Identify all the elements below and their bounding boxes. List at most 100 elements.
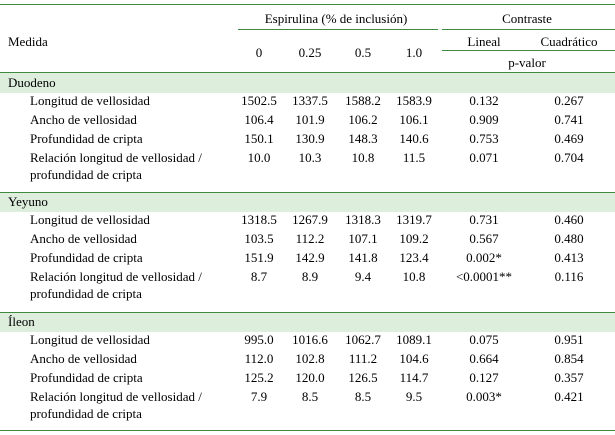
level-2-header: 0.5 — [354, 45, 372, 60]
cell-value: 107.1 — [348, 231, 378, 246]
cell-value: 142.9 — [295, 250, 325, 265]
cuadratico-pvalue: 0.704 — [554, 150, 584, 165]
row-label: Profundidad de cripta — [30, 370, 143, 385]
cell-value: 1319.7 — [396, 212, 432, 227]
cell-value: 123.4 — [399, 250, 429, 265]
level-0-header: 0 — [255, 45, 263, 60]
cell-value: 8.7 — [250, 269, 268, 284]
cell-value: 103.5 — [244, 231, 274, 246]
cell-value: 112.2 — [295, 231, 325, 246]
header-bottom-rule — [0, 72, 615, 73]
measure-header: Medida — [8, 34, 48, 49]
cell-value: 1267.9 — [292, 212, 328, 227]
section-band — [0, 192, 615, 212]
pvalue-header: p-valor — [508, 55, 546, 70]
cell-value: 104.6 — [399, 351, 429, 366]
cuadratico-pvalue: 0.951 — [554, 332, 584, 347]
row-label: Longitud de vellosidad — [30, 93, 150, 108]
row-label: Ancho de vellosidad — [30, 231, 137, 246]
cuadratico-pvalue: 0.357 — [554, 370, 584, 385]
cell-value: 9.5 — [405, 389, 423, 404]
cell-value: 141.8 — [348, 250, 378, 265]
cell-value: 8.9 — [301, 269, 319, 284]
row-label: Ancho de vellosidad — [30, 351, 137, 366]
contrast-header: Contraste — [502, 11, 552, 26]
cuadratico-pvalue: 0.741 — [554, 112, 584, 127]
cell-value: 1318.3 — [345, 212, 381, 227]
cell-value: 114.7 — [399, 370, 429, 385]
lineal-pvalue: 0.132 — [469, 93, 499, 108]
cuadratico-pvalue: 0.413 — [554, 250, 584, 265]
cell-value: 1583.9 — [396, 93, 432, 108]
lineal-pvalue: 0.567 — [469, 231, 499, 246]
cell-value: 111.2 — [348, 351, 378, 366]
cell-value: 1502.5 — [241, 93, 277, 108]
row-label: profundidad de cripta — [30, 406, 142, 421]
row-label: Relación longitud de vellosidad / — [30, 389, 202, 404]
group-header: Espirulina (% de inclusión) — [264, 11, 408, 26]
contrast-underline — [442, 29, 615, 30]
cuadratico-pvalue: 0.421 — [554, 389, 584, 404]
cuadratico-pvalue: 0.267 — [554, 93, 584, 108]
lineal-header: Lineal — [467, 34, 501, 49]
cell-value: 125.2 — [244, 370, 274, 385]
lineal-pvalue: 0.071 — [469, 150, 499, 165]
level-3-header: 1.0 — [405, 45, 423, 60]
cuadratico-pvalue: 0.854 — [554, 351, 584, 366]
contrast-subrule — [442, 50, 615, 51]
section-title: Yeyuno — [8, 194, 48, 209]
cuadratico-pvalue: 0.116 — [554, 269, 584, 284]
row-label: profundidad de cripta — [30, 286, 142, 301]
lineal-pvalue: 0.664 — [469, 351, 499, 366]
level-1-header: 0.25 — [298, 45, 322, 60]
row-label: profundidad de cripta — [30, 167, 142, 182]
row-label: Longitud de vellosidad — [30, 332, 150, 347]
cell-value: 151.9 — [244, 250, 274, 265]
cell-value: 995.0 — [244, 332, 274, 347]
lineal-pvalue: 0.753 — [469, 131, 499, 146]
lineal-pvalue: 0.731 — [469, 212, 499, 227]
cell-value: 7.9 — [250, 389, 268, 404]
cell-value: 109.2 — [399, 231, 429, 246]
cell-value: 1089.1 — [396, 332, 432, 347]
cell-value: 101.9 — [295, 112, 325, 127]
cell-value: 10.8 — [351, 150, 375, 165]
cuadratico-pvalue: 0.469 — [554, 131, 584, 146]
cell-value: 120.0 — [295, 370, 325, 385]
lineal-pvalue: 0.075 — [469, 332, 499, 347]
cell-value: 10.0 — [247, 150, 271, 165]
cell-value: 1588.2 — [345, 93, 381, 108]
cell-value: 126.5 — [348, 370, 378, 385]
section-band — [0, 73, 615, 93]
lineal-pvalue: 0.002* — [466, 250, 502, 265]
cuadratico-pvalue: 0.460 — [554, 212, 584, 227]
cell-value: 102.8 — [295, 351, 325, 366]
lineal-pvalue: <0.0001** — [455, 269, 513, 284]
cell-value: 10.3 — [298, 150, 322, 165]
top-rule — [0, 4, 615, 5]
cell-value: 130.9 — [295, 131, 325, 146]
cuadratico-header: Cuadrático — [540, 34, 598, 49]
section-rule — [0, 312, 615, 313]
cell-value: 8.5 — [354, 389, 372, 404]
cell-value: 8.5 — [301, 389, 319, 404]
cell-value: 1016.6 — [292, 332, 328, 347]
row-label: Profundidad de cripta — [30, 250, 143, 265]
cell-value: 1062.7 — [345, 332, 381, 347]
cuadratico-pvalue: 0.480 — [554, 231, 584, 246]
lineal-pvalue: 0.909 — [469, 112, 499, 127]
cell-value: 148.3 — [348, 131, 378, 146]
row-label: Longitud de vellosidad — [30, 212, 150, 227]
cell-value: 106.2 — [348, 112, 378, 127]
row-label: Ancho de vellosidad — [30, 112, 137, 127]
lineal-pvalue: 0.003* — [466, 389, 502, 404]
row-label: Relación longitud de vellosidad / — [30, 269, 202, 284]
row-label: Profundidad de cripta — [30, 131, 143, 146]
cell-value: 150.1 — [244, 131, 274, 146]
lineal-pvalue: 0.127 — [469, 370, 499, 385]
cell-value: 10.8 — [402, 269, 426, 284]
cell-value: 106.1 — [399, 112, 429, 127]
group-underline — [238, 29, 438, 30]
section-rule — [0, 192, 615, 193]
cell-value: 140.6 — [399, 131, 429, 146]
